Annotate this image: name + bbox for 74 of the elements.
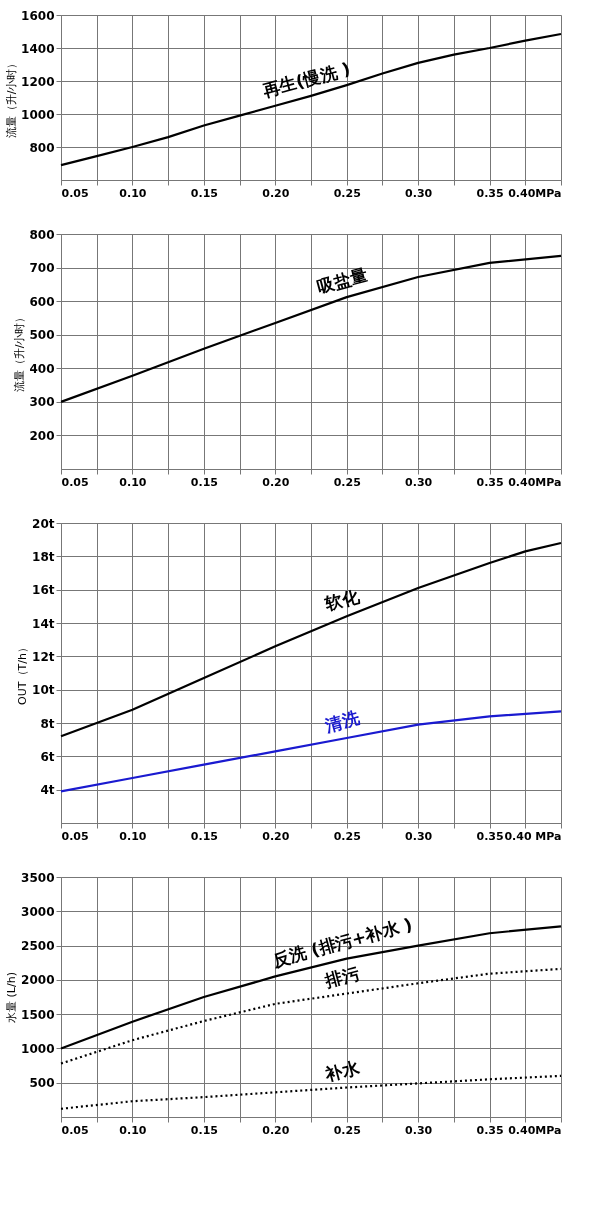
x-tick-label: 0.10 (119, 1123, 147, 1137)
x-tick-label: 0.20 (262, 475, 290, 489)
y-tick-label: 6t (40, 749, 55, 764)
x-tick-label: 0.35 (476, 186, 504, 200)
x-tick-label: 0.05 (61, 186, 89, 200)
x-tick-label: 0.15 (190, 475, 218, 489)
x-tick-label: 0.20 (262, 1123, 290, 1137)
y-tick-label: 3500 (21, 870, 55, 885)
x-tick-label: 0.40MPa (508, 186, 562, 200)
x-tick-label: 0.10 (119, 475, 147, 489)
x-tick-label: 0.25 (333, 186, 361, 200)
x-tick-label: 0.15 (190, 186, 218, 200)
y-tick-label: 1200 (21, 74, 55, 89)
y-tick-label: 10t (32, 683, 55, 698)
y-axis-title: 流量（升/小时） (5, 57, 19, 139)
x-tick-label: 0.10 (119, 829, 147, 843)
y-tick-label: 800 (29, 227, 55, 242)
y-tick-label: 600 (29, 294, 55, 309)
y-tick-label: 1500 (21, 1007, 55, 1022)
y-tick-label: 2500 (21, 939, 55, 954)
x-tick-label: 0.05 (61, 475, 89, 489)
y-tick-label: 1600 (21, 8, 55, 23)
x-tick-label: 0.35 (476, 475, 504, 489)
y-axis-title: 水量 (L/h) (5, 972, 19, 1023)
y-tick-label: 1000 (21, 1041, 55, 1056)
y-tick-label: 12t (32, 649, 55, 664)
y-tick-label: 1400 (21, 41, 55, 56)
y-tick-label: 700 (29, 261, 55, 276)
text: 吸盐量 (315, 264, 370, 297)
x-tick-label: 0.30 (405, 475, 433, 489)
x-tick-label: 0.25 (333, 1123, 361, 1137)
x-tick-label: 0.20 (262, 186, 290, 200)
x-tick-label: 0.05 (61, 829, 89, 843)
x-tick-label: 0.30 (405, 1123, 433, 1137)
y-tick-label: 14t (32, 616, 55, 631)
x-tick-label: 0.15 (190, 829, 218, 843)
y-tick-label: 4t (40, 783, 55, 798)
x-tick-label: 0.40 MPa (504, 829, 562, 843)
x-tick-label: 0.15 (190, 1123, 218, 1137)
y-tick-label: 18t (32, 549, 55, 564)
y-axis-title: OUT（T/h） (16, 642, 30, 705)
x-tick-label: 0.35 (476, 829, 504, 843)
y-tick-label: 8t (40, 716, 55, 731)
y-tick-label: 1000 (21, 107, 55, 122)
y-tick-label: 400 (29, 361, 55, 376)
x-tick-label: 0.10 (119, 186, 147, 200)
line-series (59, 710, 563, 793)
x-tick-label: 0.25 (333, 829, 361, 843)
y-tick-label: 500 (29, 1076, 55, 1091)
x-tick-label: 0.30 (405, 186, 433, 200)
x-tick-label: 0.40MPa (508, 1123, 562, 1137)
text: 再生(慢洗 ) (259, 58, 353, 101)
y-tick-label: 16t (32, 583, 55, 598)
x-tick-label: 0.40MPa (508, 475, 562, 489)
text: 排污 (322, 963, 362, 992)
y-tick-label: 300 (29, 395, 55, 410)
line-series (59, 254, 563, 403)
text: 补水 (322, 1056, 363, 1086)
y-tick-label: 500 (29, 328, 55, 343)
x-tick-label: 0.25 (333, 475, 361, 489)
x-tick-label: 0.20 (262, 829, 290, 843)
y-axis-title: 流量（升/小时） (13, 311, 27, 393)
text: 软化 (322, 585, 363, 615)
x-tick-label: 0.35 (476, 1123, 504, 1137)
y-tick-label: 200 (29, 428, 55, 443)
text: 清洗 (322, 707, 363, 736)
x-tick-label: 0.30 (405, 829, 433, 843)
line-series (59, 32, 563, 167)
x-tick-label: 0.05 (61, 1123, 89, 1137)
y-tick-label: 3000 (21, 904, 55, 919)
y-tick-label: 800 (29, 140, 55, 155)
y-tick-label: 20t (32, 516, 55, 531)
line-series (59, 541, 563, 738)
y-tick-label: 2000 (21, 973, 55, 988)
